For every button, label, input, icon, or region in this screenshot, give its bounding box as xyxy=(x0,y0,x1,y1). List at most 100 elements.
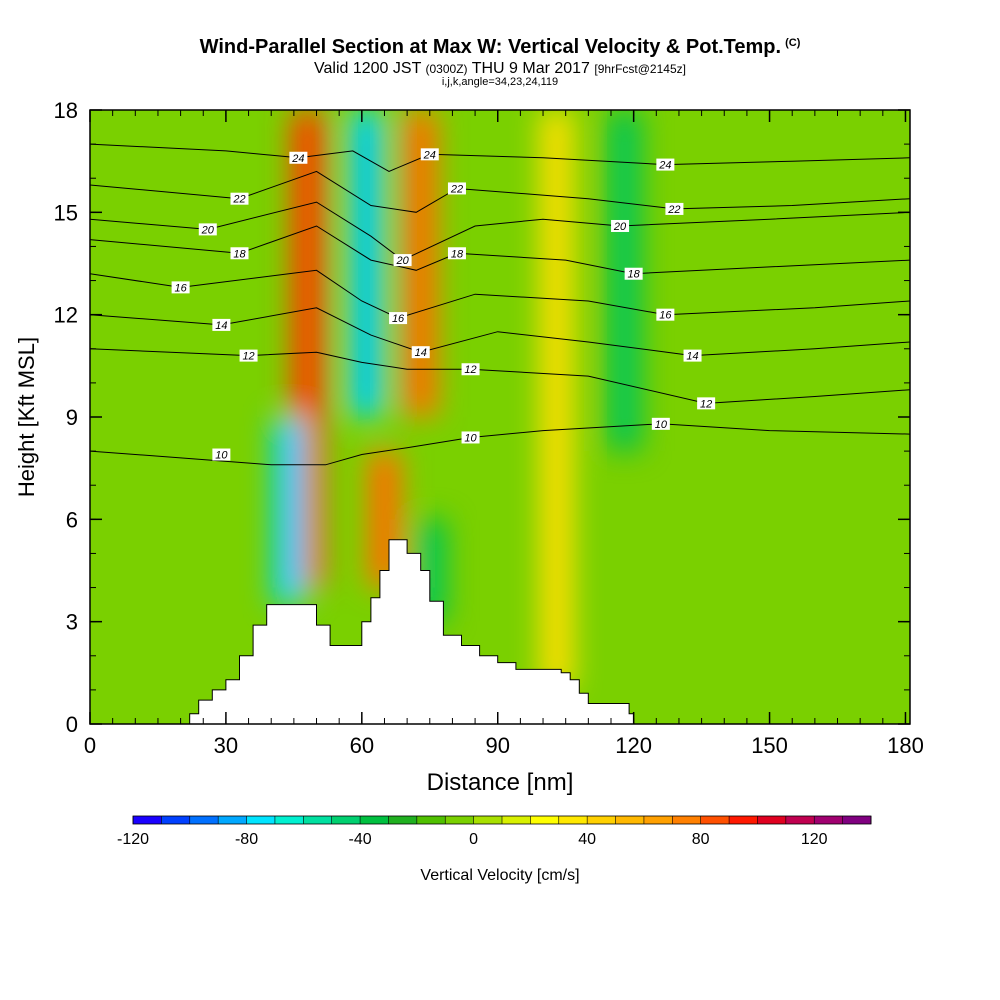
colorbar-swatch xyxy=(246,816,276,824)
colorbar-swatch xyxy=(757,816,787,824)
isentrope-label: 14 xyxy=(415,347,427,359)
x-tick-label: 90 xyxy=(485,733,509,758)
x-tick-label: 60 xyxy=(350,733,374,758)
x-tick-label: 0 xyxy=(84,733,96,758)
colorbar-swatch xyxy=(814,816,843,824)
velocity-updraft-core xyxy=(378,461,391,578)
y-tick-label: 6 xyxy=(66,507,78,532)
isentrope-label-box xyxy=(447,182,466,195)
isentrope-label-box xyxy=(683,349,702,362)
chart-subtitle: Valid 1200 JST (0300Z) THU 9 Mar 2017 [9… xyxy=(0,60,1000,78)
isentrope-label: 22 xyxy=(450,183,463,195)
isentrope-label: 10 xyxy=(464,432,477,444)
colorbar-swatch xyxy=(161,816,191,824)
isentrope-label: 20 xyxy=(613,221,627,233)
colorbar-swatch xyxy=(473,816,503,824)
chart-title: Wind-Parallel Section at Max W: Vertical… xyxy=(0,36,1000,59)
colorbar-swatch xyxy=(530,816,560,824)
isentrope-line xyxy=(90,143,910,172)
isentrope-label: 14 xyxy=(686,351,698,363)
colorbar-swatch xyxy=(842,816,872,824)
colorbar-label: Vertical Velocity [cm/s] xyxy=(420,867,579,884)
y-tick-label: 12 xyxy=(54,303,78,328)
velocity-downdraft-core xyxy=(618,120,631,442)
isentrope-label: 10 xyxy=(655,419,668,431)
colorbar-swatch xyxy=(274,816,304,824)
terrain-profile xyxy=(189,539,635,725)
colorbar-tick-label: 0 xyxy=(469,831,478,848)
plot-area xyxy=(90,110,910,724)
y-axis-label: Height [Kft MSL] xyxy=(14,337,39,497)
isentrope-label: 18 xyxy=(628,269,641,281)
isentrope-label-box xyxy=(656,308,675,321)
potential-temperature-contours: 10 10 10 12 12 12 14 14 14 16 16 16 18 18 18 20 20 20 22 22… xyxy=(90,143,910,466)
colorbar-swatch xyxy=(615,816,645,824)
isentrope-label-box xyxy=(393,254,412,267)
isentrope-label: 20 xyxy=(395,255,409,267)
isentrope-label: 16 xyxy=(174,282,187,294)
isentrope-label-box xyxy=(665,202,684,215)
isentrope-label-box xyxy=(289,151,308,164)
isentrope-label-box xyxy=(611,219,630,232)
colorbar-swatch xyxy=(445,816,474,824)
isentrope-label: 16 xyxy=(392,313,405,325)
colorbar-swatch xyxy=(785,816,815,824)
colorbar-swatch xyxy=(643,816,673,824)
isentrope-label-box xyxy=(239,349,258,362)
isentrope-label-box xyxy=(447,247,466,260)
isentrope-label: 12 xyxy=(700,398,712,410)
isentrope-label-box xyxy=(697,397,716,410)
section-indices: i,j,k,angle=34,23,24,119 xyxy=(441,76,559,88)
plot-background xyxy=(90,110,910,724)
valid-prefix: Valid 1200 JST xyxy=(314,60,422,77)
valid-date: THU 9 Mar 2017 xyxy=(471,60,590,77)
isentrope-line xyxy=(90,423,910,466)
colorbar-swatch xyxy=(331,816,361,824)
colorbar-swatch xyxy=(502,816,531,824)
axes: 0 30 60 90 120 150 180 0 3 6 9 12 15 18 Distance [nm] H… xyxy=(14,98,924,796)
isentrope-line xyxy=(90,348,910,404)
isentrope-label-box xyxy=(624,267,643,280)
isentrope-label-box xyxy=(461,363,480,376)
isentrope-label: 16 xyxy=(659,310,672,322)
isentrope-label: 10 xyxy=(215,450,228,462)
x-axis-label: Distance [nm] xyxy=(427,769,574,796)
isentrope-line xyxy=(90,269,910,319)
isentrope-label: 12 xyxy=(242,351,254,363)
isentrope-label: 24 xyxy=(291,153,304,165)
velocity-updraft-core xyxy=(415,120,427,407)
colorbar-swatch xyxy=(558,816,588,824)
velocity-bands xyxy=(272,110,642,690)
chart-title-text: Wind-Parallel Section at Max W: Vertical… xyxy=(199,36,782,58)
colorbar-tick-label: 40 xyxy=(578,831,596,848)
isentrope-label-box xyxy=(656,158,675,171)
isentrope-label-box xyxy=(171,281,190,294)
colorbar-swatch xyxy=(133,816,162,824)
colorbar-swatch xyxy=(189,816,219,824)
isentrope-label-box xyxy=(389,312,408,325)
y-tick-label: 0 xyxy=(66,712,78,737)
terrain xyxy=(189,539,635,725)
forecast-label: [9hrFcst@2145z] xyxy=(594,62,686,76)
colorbar-swatch xyxy=(587,816,616,824)
isentrope-label-box xyxy=(420,148,439,161)
colorbar-swatch xyxy=(388,816,418,824)
y-tick-label: 3 xyxy=(66,610,78,635)
isentrope-label: 24 xyxy=(423,149,436,161)
y-tick-label: 15 xyxy=(54,200,78,225)
isentrope-label: 20 xyxy=(201,224,215,236)
isentrope-label-box xyxy=(230,247,249,260)
isentrope-label: 12 xyxy=(464,364,476,376)
colorbar-tick-label: -80 xyxy=(235,831,258,848)
colorbar-tick-label: 80 xyxy=(692,831,710,848)
chart-title-mark: (C) xyxy=(785,37,801,49)
isentrope-label-box xyxy=(411,346,430,359)
colorbar: -120 -80 -40 0 40 80 120 Vertical Velocity [cm/… xyxy=(117,815,872,884)
colorbar-swatch xyxy=(218,816,247,824)
isentrope-label: 14 xyxy=(215,320,227,332)
x-tick-label: 150 xyxy=(751,733,788,758)
isentrope-label-box xyxy=(212,448,231,461)
velocity-field xyxy=(272,110,642,690)
isentrope-label-box xyxy=(230,192,249,205)
x-tick-label: 30 xyxy=(214,733,238,758)
